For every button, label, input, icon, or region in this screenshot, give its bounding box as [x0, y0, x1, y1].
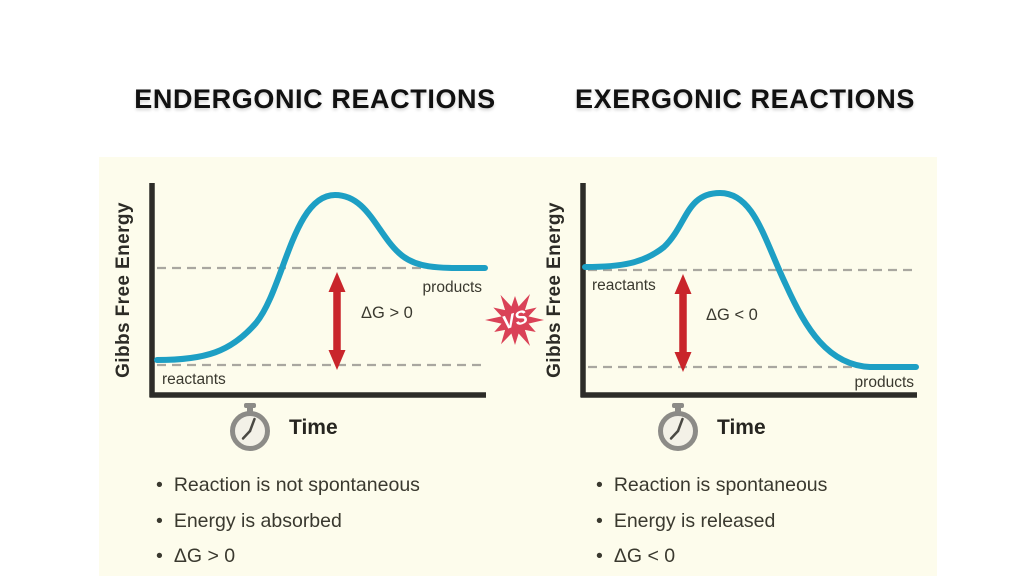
delta-g-arrowhead-down [328, 350, 346, 370]
stopwatch-stem [675, 407, 681, 413]
products-label: products [855, 374, 915, 391]
bullet-item: Reaction is not spontaneous [156, 474, 420, 496]
energy-curve [582, 189, 919, 370]
bullet-item: ΔG > 0 [156, 545, 420, 567]
delta-g-arrowhead-up [674, 274, 692, 294]
stopwatch-hand-short [241, 429, 252, 440]
stopwatch-icon [658, 403, 698, 451]
delta-g-arrow [674, 274, 692, 372]
exergonic-title: EXERGONIC REACTIONS [575, 84, 915, 114]
content-panel [99, 157, 937, 576]
time-axis-right: Time [655, 402, 766, 454]
exergonic-energy-diagram: Gibbs Free Energy reactants products ΔG … [544, 183, 919, 398]
products-label: products [423, 279, 483, 296]
time-axis-left: Time [227, 402, 338, 454]
delta-g-label: ΔG > 0 [361, 304, 413, 322]
delta-g-arrowhead-up [328, 272, 346, 292]
time-label: Time [717, 416, 766, 439]
stopwatch-hand-long [248, 417, 256, 433]
stopwatch-hand-short [669, 429, 680, 440]
vs-badge: VS [485, 294, 544, 346]
endergonic-title: ENDERGONIC REACTIONS [134, 84, 496, 114]
vs-starburst-icon [485, 294, 544, 346]
stopwatch-icon [230, 403, 270, 451]
delta-g-arrow [328, 272, 346, 370]
exergonic-bullets: Reaction is spontaneous Energy is releas… [596, 474, 828, 581]
stopwatch-hand-long [676, 417, 684, 433]
endergonic-bullets: Reaction is not spontaneous Energy is ab… [156, 474, 420, 581]
y-axis-label: Gibbs Free Energy [544, 202, 565, 378]
stopwatch-stem [247, 407, 253, 413]
delta-g-label: ΔG < 0 [706, 306, 758, 324]
bullet-item: Energy is absorbed [156, 510, 420, 532]
stopwatch-crown [672, 403, 684, 408]
energy-curve [154, 191, 488, 363]
stopwatch-crown [244, 403, 256, 408]
endergonic-energy-diagram: Gibbs Free Energy products reactants ΔG … [113, 183, 488, 398]
time-label: Time [289, 416, 338, 439]
reactants-label: reactants [592, 277, 656, 294]
reactants-label: reactants [162, 371, 226, 388]
y-axis-label: Gibbs Free Energy [113, 202, 134, 378]
bullet-item: Energy is released [596, 510, 827, 532]
bullet-item: Reaction is spontaneous [596, 474, 828, 496]
delta-g-arrowhead-down [674, 352, 692, 372]
bullet-item: ΔG < 0 [596, 545, 827, 567]
